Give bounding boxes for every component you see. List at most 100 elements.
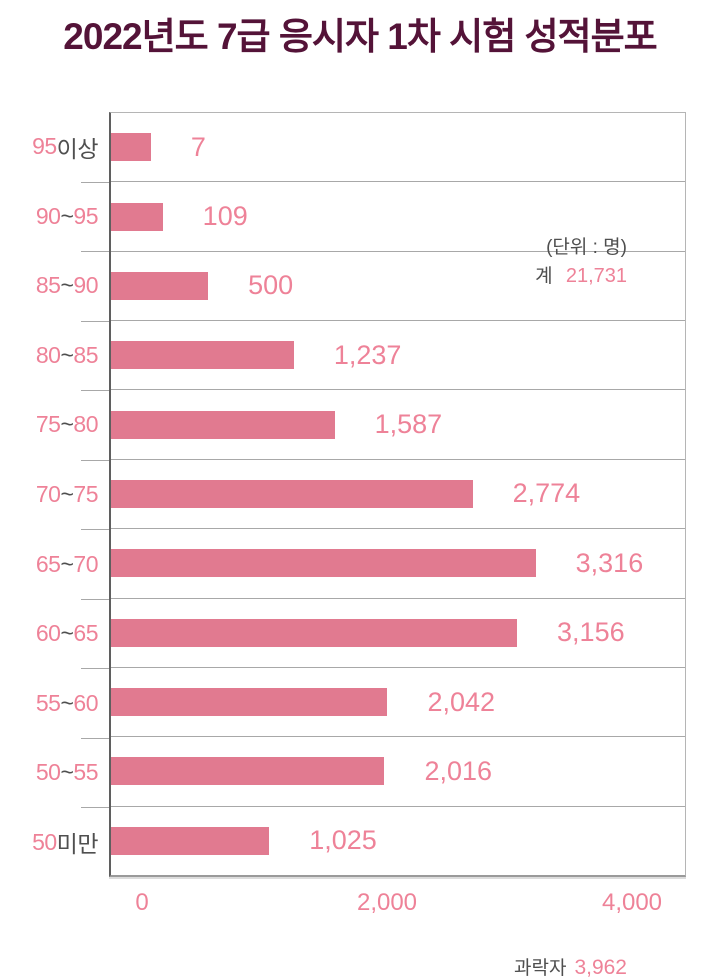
- total-value: 21,731: [565, 265, 627, 287]
- category-label: 60 ~ 65: [0, 599, 99, 669]
- category-label-segment: ~: [60, 272, 74, 299]
- chart-row: 500: [111, 252, 685, 322]
- bar: [111, 410, 335, 439]
- x-tick-label: 4,000: [601, 889, 663, 916]
- category-label-segment: 미만: [56, 831, 99, 858]
- bar: [111, 202, 163, 231]
- x-axis-ticks: 0 2,000 4,000: [109, 889, 686, 919]
- category-label-segment: ~: [60, 341, 74, 368]
- bar-value-label: 2,774: [512, 478, 581, 509]
- fail-annotation: 과락자 3,962: [514, 953, 627, 980]
- plot-area: (단위 : 명) 계 21,731 과락자 3,962 7 109 500 1,237 1…: [81, 112, 686, 979]
- gridline-extension: [81, 460, 109, 461]
- category-label-segment: ~: [60, 481, 74, 507]
- fail-label: 과락자: [513, 958, 567, 979]
- chart-row: 3,156: [111, 599, 685, 668]
- category-label-segment: 80: [35, 341, 61, 368]
- chart-row: 2,042: [111, 668, 685, 738]
- category-labels: 95 이상 90 ~ 95 85 ~ 90 80 ~ 85 75 ~ 80 70 ~ 75…: [0, 112, 98, 877]
- bar-value-label: 2,042: [427, 686, 496, 717]
- category-label-segment: 70: [73, 550, 98, 577]
- category-label-segment: 85: [73, 341, 98, 368]
- category-label-segment: ~: [60, 620, 74, 647]
- bar: [111, 341, 294, 370]
- bar-value-label: 7: [190, 131, 206, 162]
- category-label: 75 ~ 80: [0, 390, 99, 460]
- bar-value-label: 1,025: [309, 825, 377, 856]
- chart-row: 2,016: [111, 737, 685, 807]
- fail-value: 3,962: [574, 956, 627, 979]
- category-label-segment: ~: [60, 202, 74, 229]
- category-label: 50 ~ 55: [0, 738, 99, 808]
- x-tick-label: 0: [135, 889, 149, 916]
- bar-value-label: 2,016: [424, 755, 493, 786]
- chart-row: 7: [111, 113, 685, 183]
- chart-row: 109: [111, 182, 685, 252]
- category-label-segment: 75: [35, 411, 61, 438]
- category-label-segment: 50: [35, 759, 61, 786]
- bar: [111, 826, 270, 855]
- bar: [111, 133, 151, 162]
- category-label: 55 ~ 60: [0, 668, 99, 738]
- category-label-segment: 60: [73, 689, 98, 716]
- category-label: 85 ~ 90: [0, 251, 99, 321]
- category-label-segment: 90: [73, 272, 98, 299]
- chart-title: 2022년도 7급 응시자 1차 시험 성적분포: [63, 16, 657, 57]
- category-label-segment: 90: [35, 202, 61, 229]
- bar-value-label: 109: [202, 201, 248, 232]
- gridline-extension: [81, 807, 109, 808]
- category-label-segment: 65: [35, 550, 61, 577]
- chart-row: 2,774: [111, 460, 685, 530]
- gridline-extension: [81, 321, 109, 322]
- x-tick-label: 2,000: [356, 889, 418, 916]
- category-label-segment: ~: [60, 550, 74, 577]
- chart-row: 3,316: [111, 529, 685, 599]
- category-label-segment: ~: [60, 759, 74, 786]
- category-label-segment: 75: [73, 481, 98, 507]
- category-label: 50 미만: [0, 807, 98, 877]
- category-label-segment: ~: [60, 689, 74, 716]
- bar: [111, 479, 473, 508]
- category-label-segment: 55: [35, 689, 61, 716]
- category-label: 70 ~ 75: [0, 460, 99, 530]
- bar: [111, 757, 385, 786]
- gridline-extension: [81, 251, 109, 252]
- bar: [111, 549, 536, 578]
- bar: [111, 271, 209, 300]
- bar-value-label: 500: [248, 270, 294, 301]
- bar: [111, 688, 388, 717]
- chart-row: 1,025: [111, 807, 685, 875]
- category-label: 95 이상: [0, 112, 98, 182]
- category-label-segment: 55: [73, 759, 98, 786]
- gridline-extension: [81, 668, 109, 669]
- bar: [111, 618, 518, 647]
- category-label-segment: ~: [60, 411, 74, 438]
- category-label-segment: 50: [32, 828, 57, 855]
- category-label-segment: 70: [35, 481, 61, 507]
- category-label-segment: 80: [73, 411, 98, 438]
- gridline-extension: [81, 738, 109, 739]
- category-label-segment: 이상: [56, 135, 99, 162]
- chart-row: 1,587: [111, 390, 685, 460]
- category-label: 65 ~ 70: [0, 529, 99, 599]
- unit-label: (단위 : 명): [546, 237, 627, 258]
- bar-value-label: 1,237: [333, 339, 402, 370]
- category-label-segment: 95: [73, 202, 98, 229]
- bar-value-label: 3,316: [575, 547, 644, 578]
- category-label-segment: 60: [35, 620, 61, 647]
- category-label: 80 ~ 85: [0, 321, 99, 391]
- total-label: 계: [535, 266, 553, 287]
- category-label-segment: 85: [35, 272, 61, 299]
- category-label-segment: 65: [73, 620, 98, 647]
- category-label: 90 ~ 95: [0, 182, 99, 252]
- total-line: 계 21,731: [535, 262, 627, 291]
- unit-total-annotation: (단위 : 명) 계 21,731: [535, 233, 627, 291]
- gridline-extension: [81, 529, 109, 530]
- gridline-extension: [81, 599, 109, 600]
- chart-row: 1,237: [111, 321, 685, 391]
- gridline-extension: [81, 182, 109, 183]
- category-label-segment: 95: [32, 133, 57, 160]
- bar-value-label: 3,156: [557, 617, 625, 648]
- bar-value-label: 1,587: [374, 409, 443, 440]
- gridline-extension: [81, 390, 109, 391]
